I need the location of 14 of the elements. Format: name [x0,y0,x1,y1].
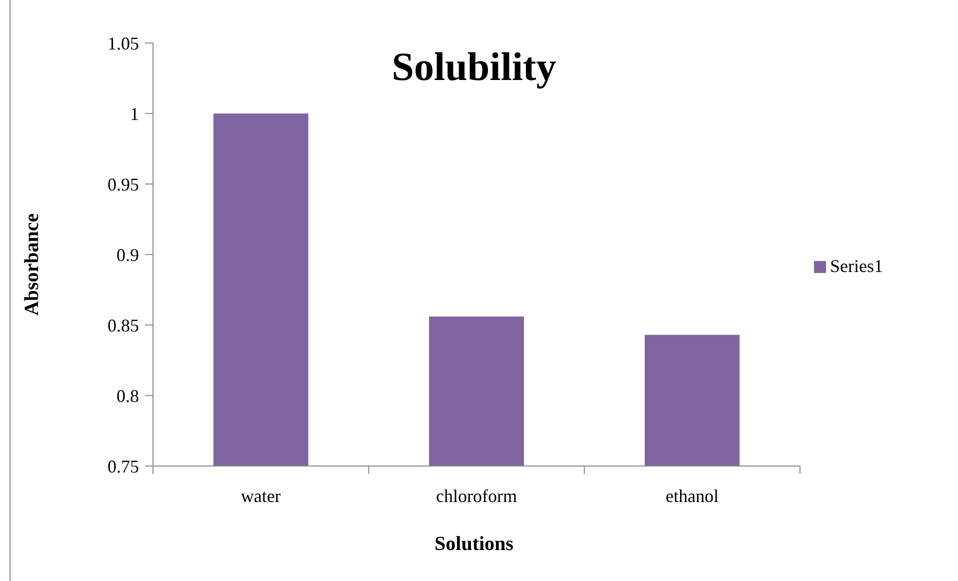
x-tick-label: chloroform [436,486,517,506]
chart-title: Solubility [392,44,556,89]
y-tick-label: 0.95 [108,174,139,194]
y-tick-label: 0.9 [116,244,139,265]
x-axis-title: Solutions [434,533,514,555]
y-tick-label: 0.75 [108,456,139,476]
y-tick-label: 0.85 [108,315,139,336]
y-tick-label: 1 [130,104,139,124]
y-tick-label: 0.8 [116,386,139,406]
y-axis-title: Absorbance [21,213,43,316]
x-tick-label: ethanol [666,486,719,506]
x-tick-label: water [240,486,281,506]
y-tick-label: 1.05 [108,33,139,54]
legend-label: Series1 [830,256,883,276]
